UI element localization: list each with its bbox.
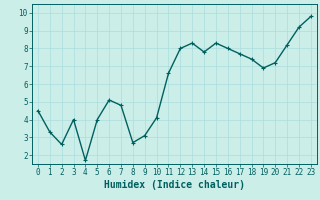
- X-axis label: Humidex (Indice chaleur): Humidex (Indice chaleur): [104, 180, 245, 190]
